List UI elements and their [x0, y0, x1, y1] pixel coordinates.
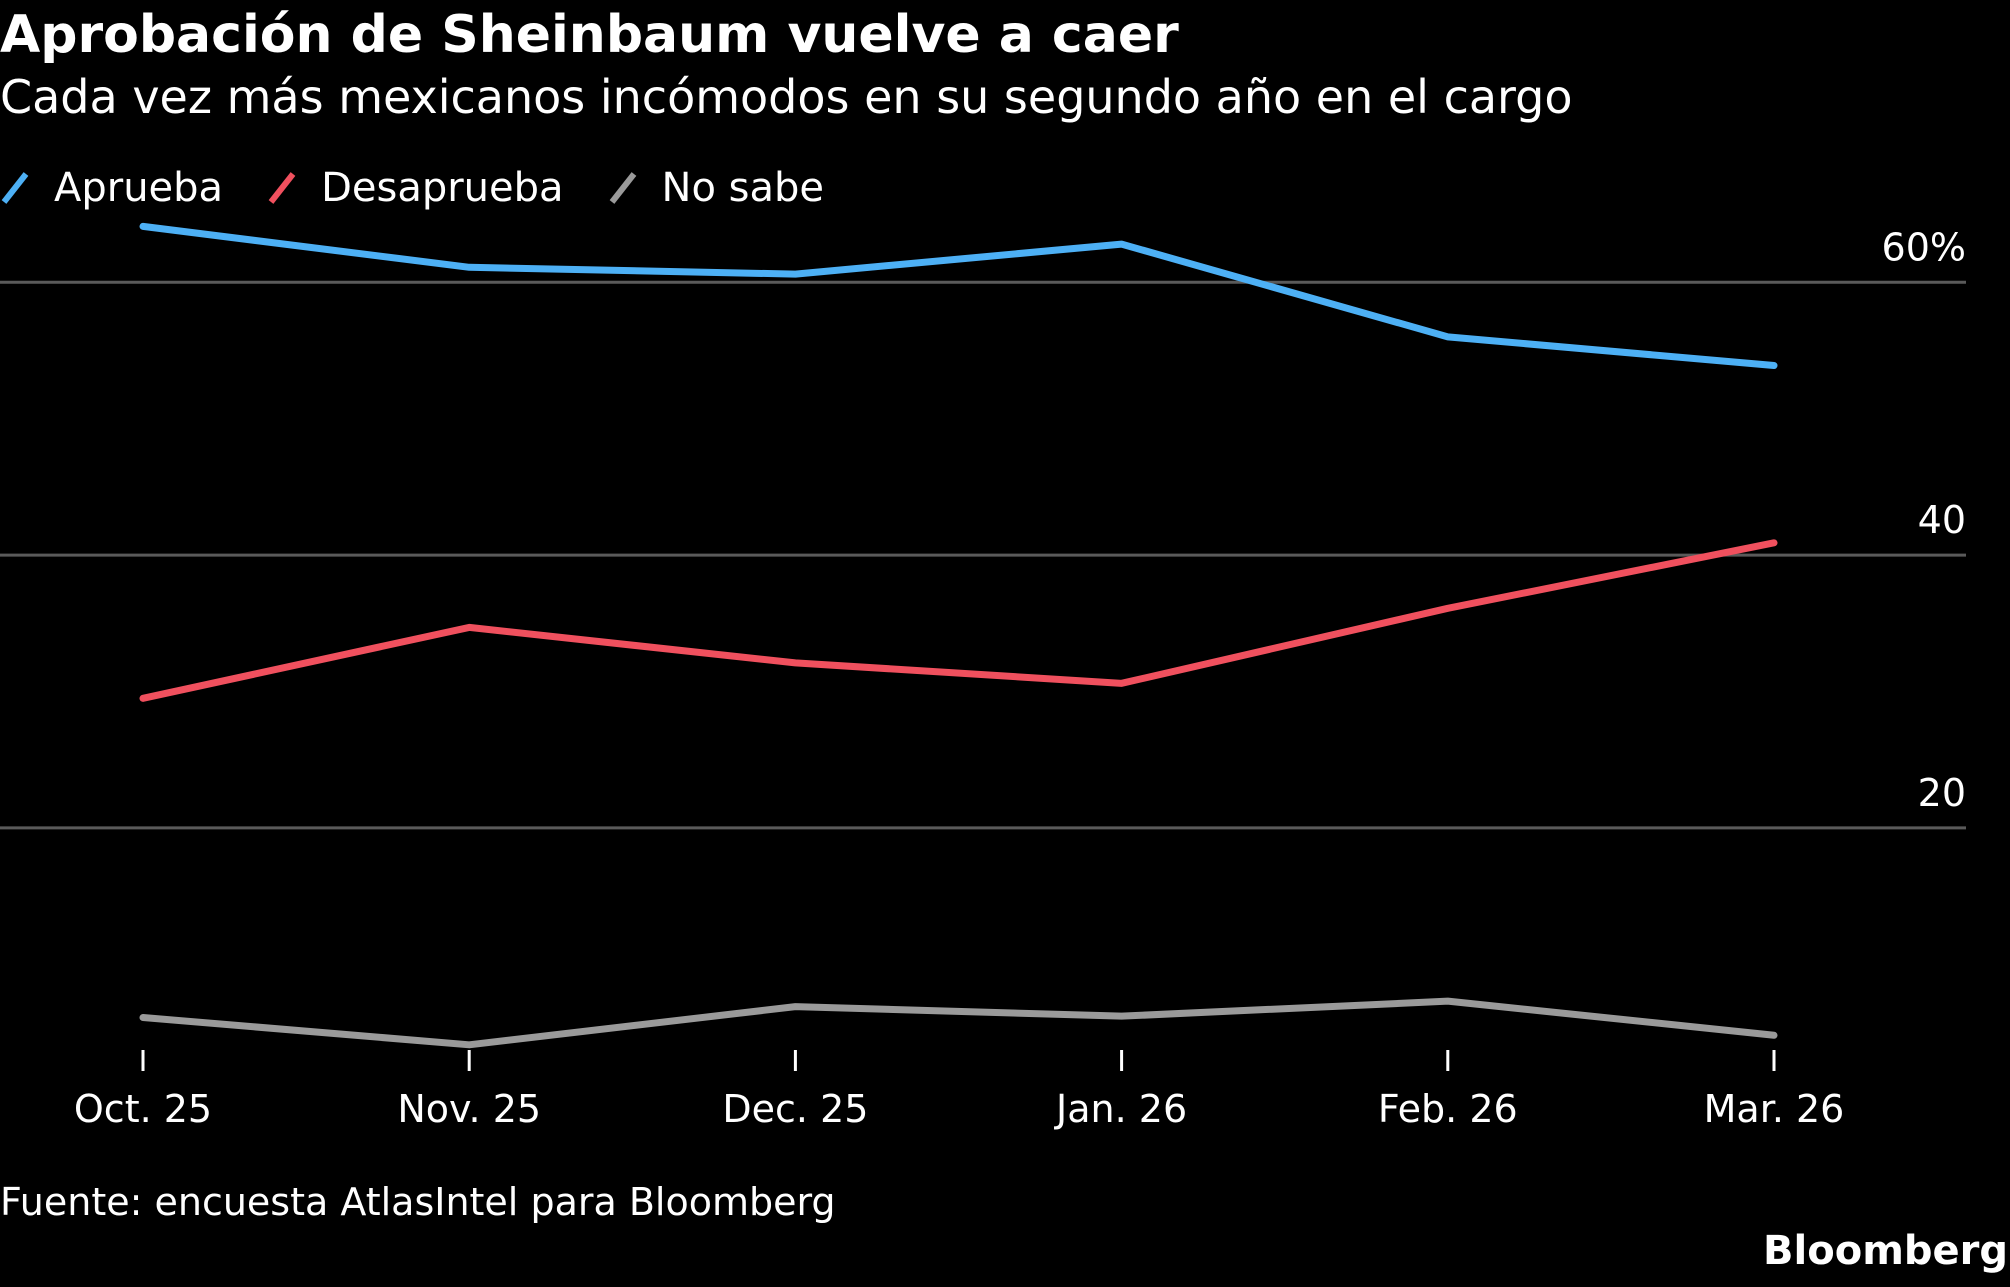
x-tick-label: Feb. 26 — [1378, 1087, 1518, 1131]
bloomberg-logo: Bloomberg — [1763, 1228, 2008, 1274]
y-tick-label: 60% — [1882, 225, 1966, 269]
legend-item-desaprueba: Desaprueba — [267, 165, 564, 211]
chart-legend: Aprueba Desaprueba No sabe — [0, 160, 868, 216]
chart-title: Aprobación de Sheinbaum vuelve a caer — [0, 5, 1179, 65]
legend-item-aprueba: Aprueba — [0, 165, 223, 211]
series-line-no-sabe — [139, 997, 1778, 1049]
x-tick-label: Oct. 25 — [74, 1087, 212, 1131]
legend-label-desaprueba: Desaprueba — [321, 165, 564, 211]
legend-label-aprueba: Aprueba — [54, 165, 224, 211]
y-tick-label: 40 — [1918, 498, 1966, 542]
x-tick-label: Nov. 25 — [397, 1087, 541, 1131]
legend-swatch-icon — [608, 170, 638, 206]
legend-swatch-icon — [267, 170, 297, 206]
legend-swatch-icon — [0, 170, 30, 206]
legend-item-no-sabe: No sabe — [608, 165, 824, 211]
x-tick-label: Dec. 25 — [722, 1087, 868, 1131]
x-tick-label: Jan. 26 — [1054, 1087, 1187, 1131]
series-line-desaprueba — [139, 539, 1778, 702]
y-tick-label: 20 — [1918, 771, 1966, 815]
source-note: Fuente: encuesta AtlasIntel para Bloombe… — [0, 1180, 836, 1224]
chart-subtitle: Cada vez más mexicanos incómodos en su s… — [0, 70, 1573, 124]
x-tick-label: Mar. 26 — [1704, 1087, 1845, 1131]
legend-label-no-sabe: No sabe — [661, 165, 824, 211]
series-line-aprueba — [139, 222, 1778, 370]
